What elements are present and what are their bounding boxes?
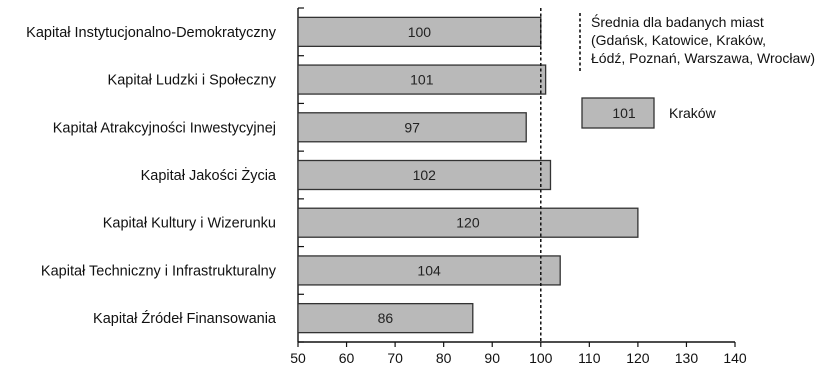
x-tick-label: 120 <box>626 350 650 366</box>
data-label: 100 <box>408 24 432 40</box>
x-tick-label: 110 <box>578 350 601 366</box>
category-label: Kapitał Jakości Życia <box>141 166 277 184</box>
x-tick-label: 140 <box>723 350 747 366</box>
category-label: Kapitał Techniczny i Infrastrukturalny <box>41 263 277 279</box>
x-tick-label: 100 <box>529 350 553 366</box>
x-tick-label: 80 <box>436 350 452 366</box>
legend-reference-text-line-3: Łódź, Poznań, Warszawa, Wrocław) <box>591 50 815 66</box>
x-tick-label: 130 <box>675 350 699 366</box>
x-tick-label: 60 <box>339 350 355 366</box>
x-tick-label: 70 <box>387 350 403 366</box>
legend-reference-text-line-2: (Gdańsk, Katowice, Kraków, <box>591 32 766 48</box>
legend-reference-text-line-1: Średnia dla badanych miast <box>591 13 764 30</box>
data-label: 104 <box>417 262 441 278</box>
data-label: 86 <box>378 310 394 326</box>
x-tick-label: 90 <box>484 350 500 366</box>
legend-series-label: Kraków <box>669 105 717 121</box>
category-label: Kapitał Atrakcyjności Inwestycyjnej <box>53 120 276 136</box>
legend-sample-value: 101 <box>612 105 636 121</box>
category-label: Kapitał Instytucjonalno-Demokratyczny <box>26 25 277 41</box>
category-label: Kapitał Źródeł Finansowania <box>93 310 277 327</box>
data-label: 102 <box>413 167 437 183</box>
data-label: 120 <box>456 215 480 231</box>
x-tick-label: 50 <box>290 350 306 366</box>
data-label: 97 <box>404 119 420 135</box>
data-label: 101 <box>410 72 434 88</box>
bars: 100 101 97 102 120 104 86 <box>298 8 638 342</box>
category-label: Kapitał Kultury i Wizerunku <box>103 216 276 232</box>
legend: Średnia dla badanych miast (Gdańsk, Kato… <box>580 13 815 128</box>
category-label: Kapitał Ludzki i Społeczny <box>108 73 277 89</box>
